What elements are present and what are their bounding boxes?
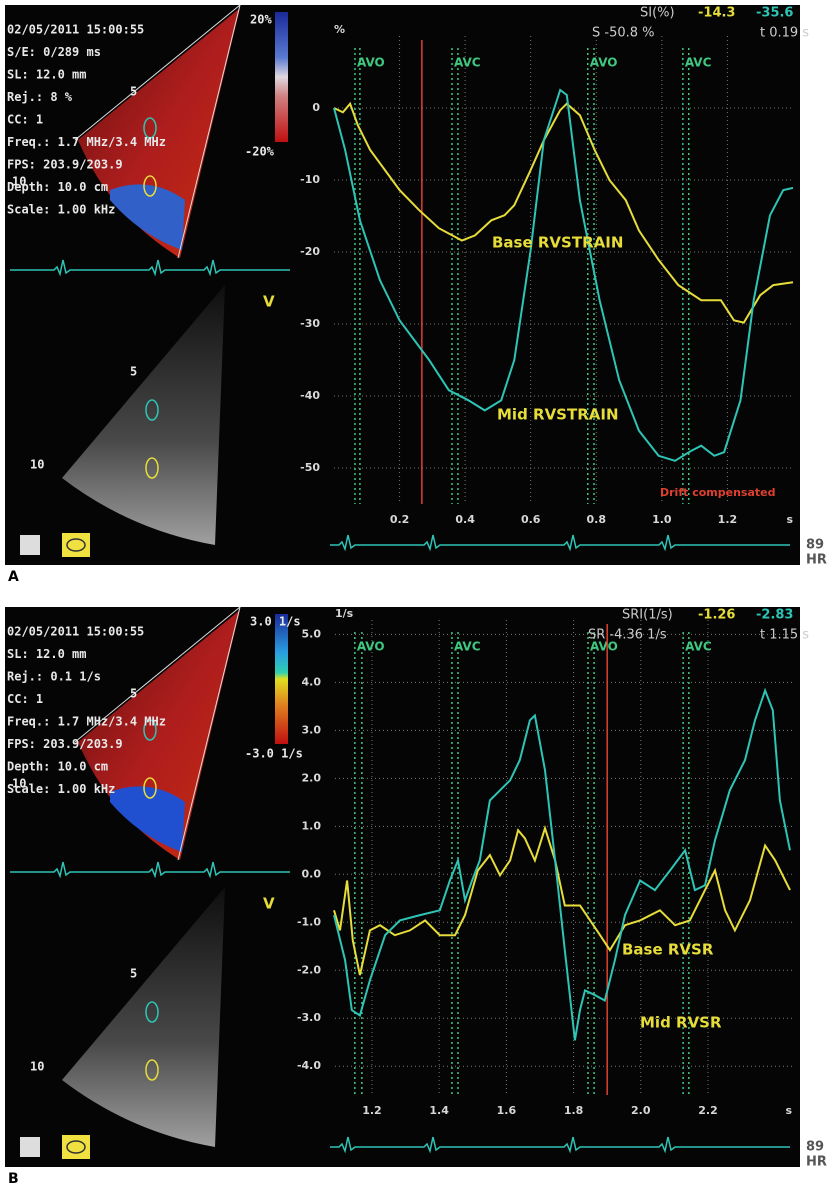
overlay-text: SL: 12.0 mm xyxy=(7,68,86,82)
y-tick-label: -30 xyxy=(300,317,320,330)
overlay-text: CC: 1 xyxy=(7,113,43,127)
readout-value: -35.6 xyxy=(756,6,793,21)
depth-mark: 5 xyxy=(130,967,137,981)
y-tick-label: 3.0 xyxy=(302,723,322,736)
readout-time: t 1.15 s xyxy=(760,628,809,643)
series-label: Mid RVSR xyxy=(640,1014,722,1032)
x-tick-label: 1.6 xyxy=(497,1104,517,1117)
view-label: V xyxy=(263,895,275,913)
depth-mark: 5 xyxy=(130,687,137,701)
hr-label: HR xyxy=(806,1155,827,1170)
hr-value: 89 xyxy=(806,538,824,553)
readout-peak: SR -4.36 1/s xyxy=(588,628,667,643)
depth-mark: 10 xyxy=(12,175,26,189)
color-scale-max: 20% xyxy=(250,13,272,27)
overlay-text: Freq.: 1.7 MHz/3.4 MHz xyxy=(7,715,166,729)
overlay-text: Depth: 10.0 cm xyxy=(7,760,108,774)
y-tick-label: -3.0 xyxy=(297,1011,321,1024)
series-label: Mid RVSTRAIN xyxy=(497,406,619,424)
event-label: AVC xyxy=(685,56,712,70)
x-tick-label: 1.2 xyxy=(718,513,738,526)
y-tick-label: -10 xyxy=(300,173,320,186)
tool-icon[interactable] xyxy=(20,1137,40,1157)
y-tick-label: -50 xyxy=(300,461,320,474)
color-bar xyxy=(275,614,288,744)
y-tick-label: 0.0 xyxy=(302,867,322,880)
event-label: AVO xyxy=(357,56,385,70)
hr-value: 89 xyxy=(806,1140,824,1155)
y-tick-label: -20 xyxy=(300,245,320,258)
overlay-text: Freq.: 1.7 MHz/3.4 MHz xyxy=(7,135,166,149)
panel-label: A xyxy=(8,569,19,585)
readout-time: t 0.19 s xyxy=(760,26,809,41)
tool-icon[interactable] xyxy=(20,535,40,555)
tool-icon[interactable] xyxy=(62,1135,90,1159)
event-label: AVC xyxy=(454,56,481,70)
annotation: Drift compensated xyxy=(660,486,775,499)
hr-label: HR xyxy=(806,553,827,568)
depth-mark: 5 xyxy=(130,365,137,379)
panel-label: B xyxy=(8,1171,19,1187)
x-tick-label: 1.8 xyxy=(564,1104,584,1117)
readout-value: -2.83 xyxy=(756,608,793,623)
overlay-text: FPS: 203.9/203.9 xyxy=(7,158,123,172)
y-unit: % xyxy=(334,23,345,36)
y-tick-label: 4.0 xyxy=(302,675,322,688)
y-tick-label: 5.0 xyxy=(302,627,322,640)
color-scale-min: -20% xyxy=(245,145,275,159)
color-bar xyxy=(275,12,288,142)
event-label: AVO xyxy=(357,640,385,654)
event-label: AVC xyxy=(685,640,712,654)
y-tick-label: -2.0 xyxy=(297,963,321,976)
event-label: AVO xyxy=(590,56,618,70)
overlay-text: S/E: 0/289 ms xyxy=(7,45,101,59)
y-tick-label: -4.0 xyxy=(297,1059,321,1072)
readout-title: SI(%) xyxy=(640,6,675,21)
overlay-text: SL: 12.0 mm xyxy=(7,647,86,661)
overlay-text: Scale: 1.00 kHz xyxy=(7,203,115,217)
x-tick-label: 1.2 xyxy=(362,1104,382,1117)
x-tick-label: 1.4 xyxy=(429,1104,449,1117)
overlay-text: 02/05/2011 15:00:55 xyxy=(7,23,144,37)
x-tick-label: 0.6 xyxy=(521,513,541,526)
readout-value: -14.3 xyxy=(698,6,735,21)
depth-mark: 10 xyxy=(30,1060,44,1074)
overlay-text: 02/05/2011 15:00:55 xyxy=(7,625,144,639)
readout-title: SRI(1/s) xyxy=(622,608,673,623)
series-label: Base RVSTRAIN xyxy=(492,234,623,252)
series-label: Base RVSR xyxy=(622,941,714,959)
overlay-text: CC: 1 xyxy=(7,692,43,706)
y-tick-label: -1.0 xyxy=(297,915,321,928)
x-tick-label: 0.8 xyxy=(587,513,607,526)
x-tick-label: 2.0 xyxy=(631,1104,651,1117)
readout-peak: S -50.8 % xyxy=(592,26,655,41)
y-tick-label: 1.0 xyxy=(302,819,322,832)
view-label: V xyxy=(263,293,275,311)
x-unit: s xyxy=(786,513,793,526)
color-scale-min: -3.0 1/s xyxy=(245,747,303,761)
depth-mark: 10 xyxy=(12,777,26,791)
depth-mark: 10 xyxy=(30,458,44,472)
y-tick-label: 0 xyxy=(312,101,320,114)
color-scale-max: 3.0 1/s xyxy=(250,615,301,629)
figure: A 20% -20% 02/05/2011 15:00:55 S/E: 0/289 ms… xyxy=(0,0,827,1196)
overlay-text: FPS: 203.9/203.9 xyxy=(7,737,123,751)
x-unit: s xyxy=(785,1104,792,1117)
y-tick-label: -40 xyxy=(300,389,320,402)
event-label: AVC xyxy=(454,640,481,654)
y-tick-label: 2.0 xyxy=(302,771,322,784)
x-tick-label: 0.4 xyxy=(455,513,475,526)
overlay-text: Rej.: 8 % xyxy=(7,90,73,104)
x-tick-label: 0.2 xyxy=(390,513,410,526)
x-tick-label: 1.0 xyxy=(652,513,672,526)
x-tick-label: 2.2 xyxy=(698,1104,718,1117)
overlay-text: Rej.: 0.1 1/s xyxy=(7,670,101,684)
depth-mark: 5 xyxy=(130,85,137,99)
y-unit: 1/s xyxy=(335,607,354,620)
tool-icon[interactable] xyxy=(62,533,90,557)
readout-value: -1.26 xyxy=(698,608,735,623)
